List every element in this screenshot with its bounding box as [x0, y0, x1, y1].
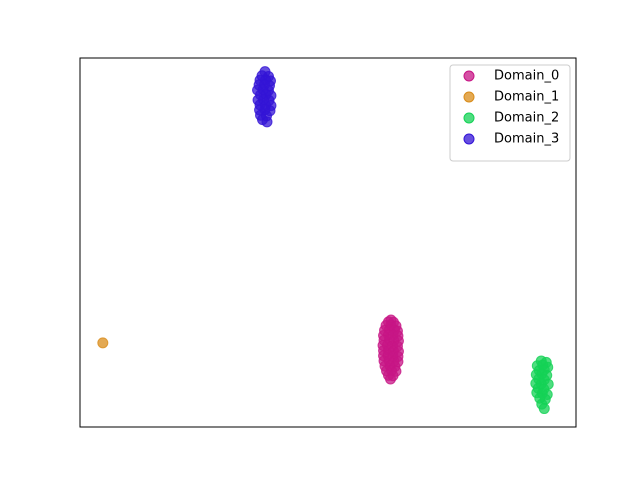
legend: Domain_0 Domain_1 Domain_2 Domain_3: [449, 64, 571, 162]
scatter-point: [97, 337, 109, 349]
scatter-point: [261, 116, 273, 128]
legend-label: Domain_2: [494, 111, 559, 126]
legend-label: Domain_0: [494, 69, 559, 84]
legend-marker: [463, 91, 475, 103]
legend-label: Domain_3: [494, 132, 559, 147]
scatter-point: [538, 403, 550, 415]
legend-marker: [463, 133, 475, 145]
plot-points: [97, 66, 554, 415]
legend-box: [449, 64, 571, 162]
scatter-point: [384, 373, 396, 385]
legend-label: Domain_1: [494, 90, 559, 105]
legend-marker: [463, 70, 475, 82]
legend-marker: [463, 112, 475, 124]
plot-frame: [79, 57, 577, 428]
